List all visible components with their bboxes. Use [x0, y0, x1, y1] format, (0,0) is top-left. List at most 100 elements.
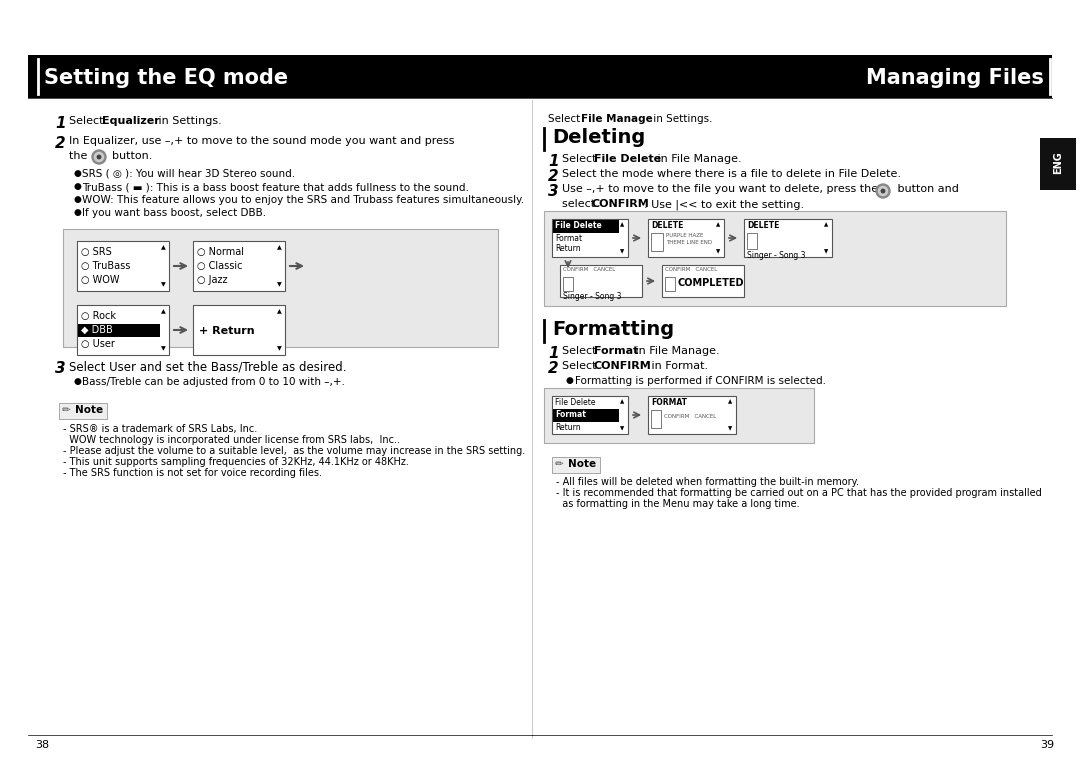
Text: Select: Select: [548, 114, 583, 124]
Text: Singer - Song 3: Singer - Song 3: [563, 292, 621, 301]
Bar: [553, 409, 619, 422]
Text: Select: Select: [562, 361, 600, 371]
Text: 3: 3: [55, 361, 66, 376]
Text: CONFIRM   CANCEL: CONFIRM CANCEL: [665, 267, 717, 272]
Bar: [544, 211, 1005, 306]
Text: in Format.: in Format.: [648, 361, 708, 371]
Circle shape: [878, 186, 888, 195]
Text: ▼: ▼: [824, 249, 828, 254]
Bar: [78, 324, 160, 337]
Text: Note: Note: [568, 459, 596, 469]
Text: ✏: ✏: [62, 405, 71, 415]
Bar: [77, 305, 168, 355]
Text: ○ TruBass: ○ TruBass: [81, 261, 131, 271]
Text: Formatting: Formatting: [552, 320, 674, 339]
Text: ○ Normal: ○ Normal: [197, 247, 244, 257]
Text: Formatting is performed if CONFIRM is selected.: Formatting is performed if CONFIRM is se…: [575, 376, 826, 386]
Text: DELETE: DELETE: [651, 221, 684, 230]
Text: CONFIRM   CANCEL: CONFIRM CANCEL: [664, 414, 716, 419]
Text: WOW technology is incorporated under license from SRS labs,  Inc..: WOW technology is incorporated under lic…: [63, 435, 400, 445]
Text: in Settings.: in Settings.: [156, 116, 221, 126]
Text: Select the mode where there is a file to delete in File Delete.: Select the mode where there is a file to…: [562, 169, 901, 179]
Text: Select: Select: [562, 346, 600, 356]
Text: ▲: ▲: [620, 222, 624, 227]
Bar: [59, 403, 107, 419]
Text: ▲: ▲: [620, 399, 624, 404]
Text: ▲: ▲: [276, 309, 282, 314]
Text: - The SRS function is not set for voice recording files.: - The SRS function is not set for voice …: [63, 468, 322, 478]
Text: - Please adjust the volume to a suitable level,  as the volume may increase in t: - Please adjust the volume to a suitable…: [63, 446, 525, 456]
Text: 2: 2: [548, 169, 558, 184]
Text: ○ Classic: ○ Classic: [197, 261, 243, 271]
Text: ▼: ▼: [276, 346, 282, 351]
Text: ○ Rock: ○ Rock: [81, 311, 116, 321]
Bar: [563, 277, 573, 291]
Text: button and: button and: [894, 184, 959, 194]
Text: Use –,+ to move to the file you want to delete, press the: Use –,+ to move to the file you want to …: [562, 184, 878, 194]
Bar: [651, 233, 663, 251]
Text: File Manage: File Manage: [581, 114, 652, 124]
Text: 2: 2: [55, 136, 66, 151]
Text: as formatting in the Menu may take a long time.: as formatting in the Menu may take a lon…: [556, 499, 799, 509]
Text: Managing Files: Managing Files: [866, 67, 1044, 88]
Text: Format: Format: [555, 234, 582, 243]
Text: + Return: + Return: [199, 326, 255, 336]
Text: the: the: [69, 151, 91, 161]
Text: ▲: ▲: [728, 399, 732, 404]
Text: ○ User: ○ User: [81, 339, 114, 349]
Text: 3: 3: [548, 184, 558, 199]
Bar: [552, 457, 600, 473]
Text: ●: ●: [73, 208, 81, 217]
Text: ▼: ▼: [161, 282, 165, 287]
Text: - All files will be deleted when formatting the built-in memory.: - All files will be deleted when formatt…: [556, 477, 859, 487]
Text: DELETE: DELETE: [747, 221, 780, 230]
Bar: [28, 55, 1052, 98]
Text: ▼: ▼: [716, 249, 720, 254]
Text: - SRS® is a trademark of SRS Labs, Inc.: - SRS® is a trademark of SRS Labs, Inc.: [63, 424, 257, 434]
Text: ▲: ▲: [716, 222, 720, 227]
Text: Format: Format: [594, 346, 638, 356]
Text: ▲: ▲: [161, 309, 165, 314]
Bar: [651, 410, 661, 428]
Circle shape: [881, 189, 885, 193]
Text: ▲: ▲: [824, 222, 828, 227]
Text: 1: 1: [548, 154, 558, 169]
Bar: [665, 277, 675, 291]
Text: Return: Return: [555, 423, 581, 432]
Text: ●: ●: [566, 376, 573, 385]
Bar: [552, 219, 627, 257]
Text: ○ SRS: ○ SRS: [81, 247, 111, 257]
Text: TruBass ( ▬ ): This is a bass boost feature that adds fullness to the sound.: TruBass ( ▬ ): This is a bass boost feat…: [82, 182, 469, 192]
Text: Bass/Treble can be adjusted from 0 to 10 with –,+.: Bass/Treble can be adjusted from 0 to 10…: [82, 377, 345, 387]
Text: ▼: ▼: [620, 249, 624, 254]
Text: ▼: ▼: [728, 426, 732, 431]
Bar: [77, 241, 168, 291]
Text: PURPLE HAZE: PURPLE HAZE: [666, 233, 703, 238]
Text: 1: 1: [55, 116, 66, 131]
Text: Note: Note: [75, 405, 103, 415]
Text: ●: ●: [73, 169, 81, 178]
Text: CONFIRM: CONFIRM: [594, 361, 651, 371]
Text: ○ WOW: ○ WOW: [81, 275, 120, 285]
Text: Return: Return: [555, 244, 581, 253]
Text: . Use |<< to exit the setting.: . Use |<< to exit the setting.: [644, 199, 805, 210]
Text: 1: 1: [548, 346, 558, 361]
Text: - This unit supports sampling frequencies of 32KHz, 44.1KHz or 48KHz.: - This unit supports sampling frequencie…: [63, 457, 409, 467]
Text: SRS ( ◎ ): You will hear 3D Stereo sound.: SRS ( ◎ ): You will hear 3D Stereo sound…: [82, 169, 295, 179]
Text: ENG: ENG: [1053, 152, 1063, 175]
Bar: [1040, 138, 1076, 190]
Circle shape: [92, 150, 106, 164]
Text: button.: button.: [112, 151, 152, 161]
Text: Equalizer: Equalizer: [102, 116, 160, 126]
Text: CONFIRM   CANCEL: CONFIRM CANCEL: [563, 267, 616, 272]
Text: ◆ DBB: ◆ DBB: [81, 325, 112, 335]
Bar: [744, 219, 832, 257]
Bar: [544, 388, 814, 443]
Circle shape: [876, 184, 890, 198]
Text: ▼: ▼: [276, 282, 282, 287]
Bar: [648, 396, 735, 434]
Text: Select User and set the Bass/Treble as desired.: Select User and set the Bass/Treble as d…: [69, 361, 347, 374]
Text: ●: ●: [73, 377, 81, 386]
Bar: [63, 229, 498, 347]
Text: In Equalizer, use –,+ to move to the sound mode you want and press: In Equalizer, use –,+ to move to the sou…: [69, 136, 455, 146]
